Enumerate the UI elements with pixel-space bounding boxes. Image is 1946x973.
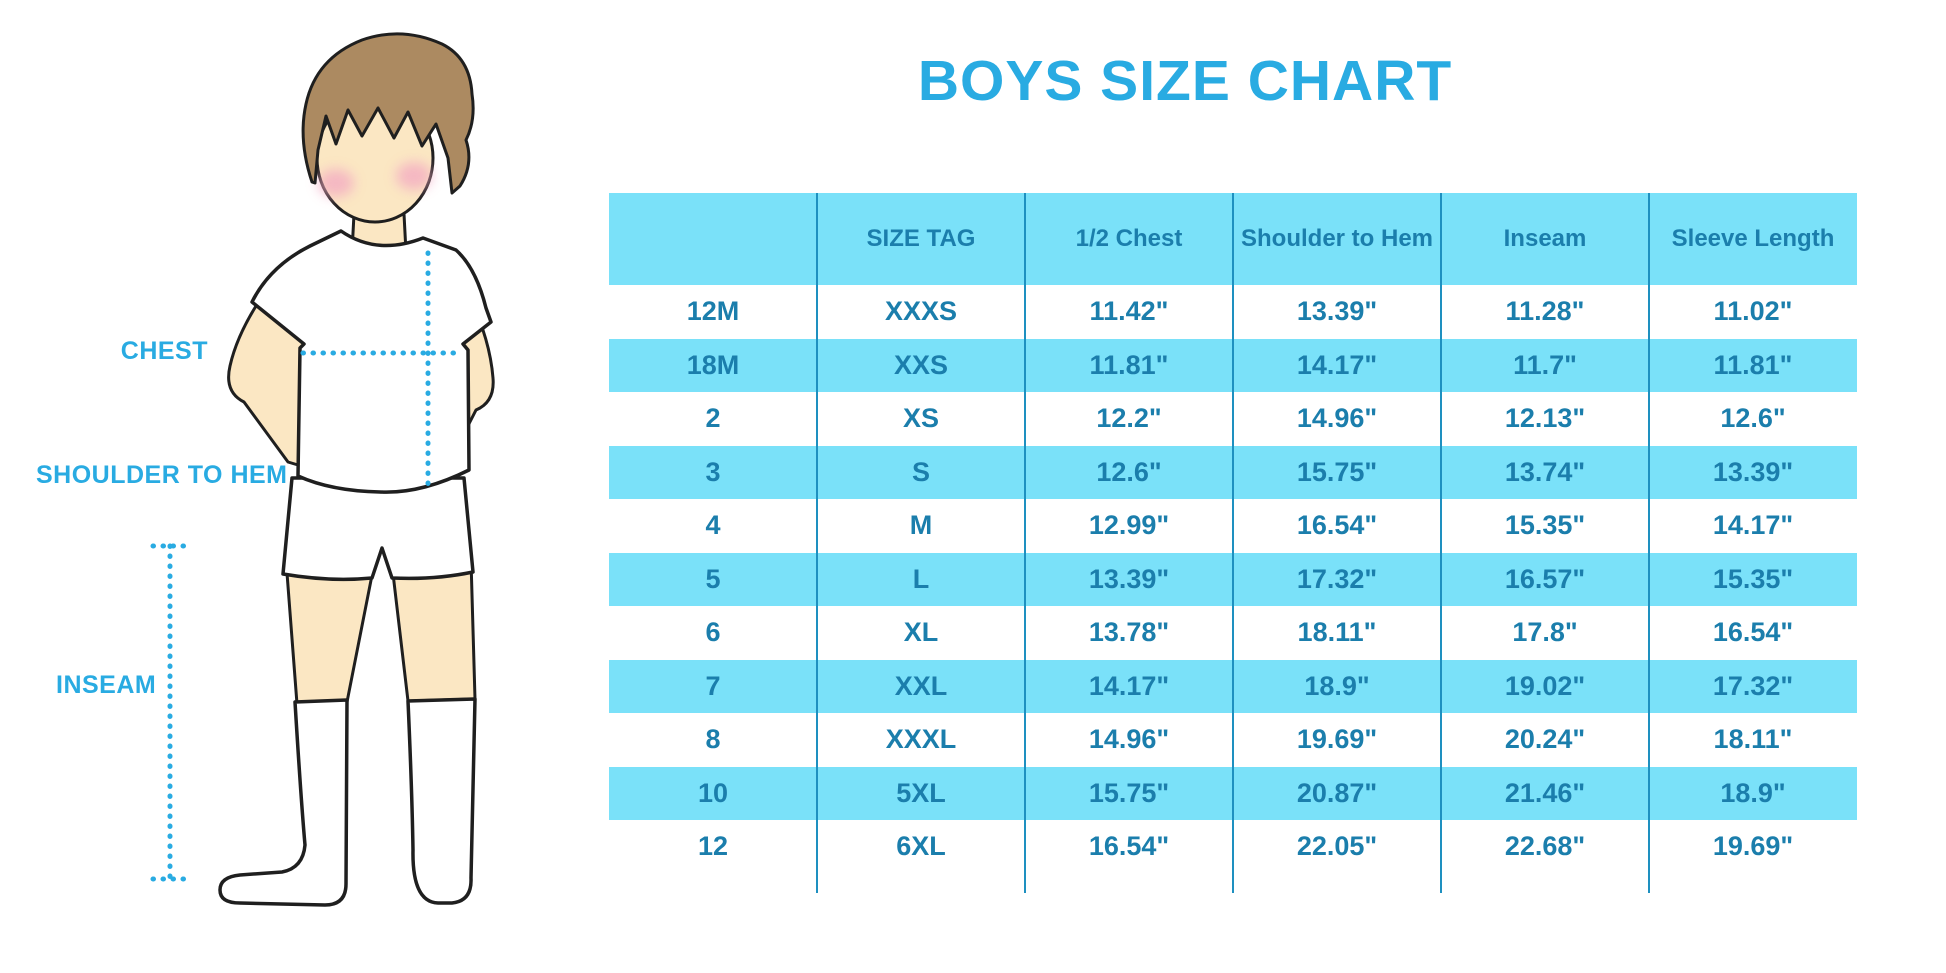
boy-sock-right: [406, 697, 477, 905]
sleeve-length-cell: 19.69": [1712, 831, 1794, 862]
shoulder-to-hem-cell: 20.87": [1296, 777, 1378, 808]
column-header-sleeve-length: Sleeve Length: [1671, 225, 1835, 253]
boy-leg-right: [390, 558, 477, 703]
sleeve-length-cell: 13.39": [1712, 456, 1794, 487]
sleeve-length-cell: 18.9": [1720, 777, 1786, 808]
boy-sock-left: [218, 698, 349, 907]
half-chest-cell: 11.81": [1089, 349, 1169, 380]
sleeve-length-cell: 12.6": [1720, 403, 1786, 434]
half-chest-cell: 16.54": [1088, 831, 1170, 862]
column-header-blank: [609, 193, 817, 285]
size-tag-cell: M: [909, 510, 933, 541]
size-cell: 12M: [686, 296, 740, 327]
size-cell: 4: [705, 510, 721, 541]
inseam-cell: 11.28": [1505, 296, 1585, 327]
size-cell: 18M: [686, 349, 740, 380]
column-header-half-chest: 1/2 Chest: [1075, 225, 1183, 253]
column-separator: [1440, 193, 1442, 893]
size-tag-cell: 5XL: [896, 777, 946, 808]
shoulder-to-hem-cell: 14.17": [1296, 349, 1378, 380]
column-header-shoulder-to-hem: Shoulder to Hem: [1241, 225, 1434, 253]
sleeve-length-cell: 15.35": [1712, 563, 1794, 594]
inseam-label: INSEAM: [56, 671, 157, 699]
shoulder-to-hem-cell: 16.54": [1296, 510, 1378, 541]
inseam-cell: 16.57": [1504, 563, 1586, 594]
size-tag-cell: XL: [903, 617, 939, 648]
column-separator: [1648, 193, 1650, 893]
shoulder-to-hem-cell: 19.69": [1296, 724, 1378, 755]
sleeve-length-cell: 11.81": [1713, 349, 1793, 380]
sleeve-length-cell: 17.32": [1712, 670, 1794, 701]
shoulder-to-hem-cell: 22.05": [1296, 831, 1378, 862]
size-tag-cell: XXXS: [884, 296, 958, 327]
size-cell: 12: [697, 831, 729, 862]
sleeve-length-cell: 14.17": [1712, 510, 1794, 541]
boy-cheek-right: [396, 162, 432, 190]
half-chest-cell: 13.39": [1088, 563, 1170, 594]
inseam-cell: 19.02": [1504, 670, 1586, 701]
boy-cheek-left: [318, 169, 354, 197]
shoulder-to-hem-cell: 13.39": [1296, 296, 1378, 327]
size-tag-cell: XXXL: [885, 724, 957, 755]
inseam-cell: 15.35": [1504, 510, 1586, 541]
column-header-inseam: Inseam: [1503, 225, 1587, 253]
shoulder-to-hem-cell: 17.32": [1296, 563, 1378, 594]
size-cell: 3: [705, 456, 721, 487]
size-tag-cell: S: [911, 456, 930, 487]
shoulder-to-hem-cell: 18.11": [1297, 617, 1377, 648]
size-cell: 5: [705, 563, 721, 594]
half-chest-cell: 12.2": [1096, 403, 1162, 434]
size-tag-cell: XXS: [893, 349, 949, 380]
size-cell: 8: [705, 724, 721, 755]
inseam-cell: 12.13": [1504, 403, 1586, 434]
size-cell: 7: [705, 670, 721, 701]
column-separator: [816, 193, 818, 893]
size-tag-cell: L: [912, 563, 930, 594]
inseam-cell: 13.74": [1504, 456, 1586, 487]
shoulder-to-hem-cell: 15.75": [1296, 456, 1378, 487]
half-chest-cell: 11.42": [1089, 296, 1169, 327]
sleeve-length-cell: 11.02": [1713, 296, 1793, 327]
column-header-size-tag: SIZE TAG: [866, 225, 976, 253]
shoulder-to-hem-cell: 14.96": [1296, 403, 1378, 434]
size-tag-cell: 6XL: [896, 831, 946, 862]
inseam-cell: 17.8": [1512, 617, 1578, 648]
boy-hair: [301, 32, 475, 195]
half-chest-cell: 14.17": [1088, 670, 1170, 701]
size-cell: 6: [705, 617, 721, 648]
half-chest-cell: 14.96": [1088, 724, 1170, 755]
boy-illustration: CHEST SHOULDER TO HEM INSEAM: [0, 0, 540, 973]
shoulder-to-hem-label: SHOULDER TO HEM: [36, 461, 288, 489]
inseam-cell: 11.7": [1513, 349, 1577, 380]
sleeve-length-cell: 18.11": [1713, 724, 1793, 755]
shoulder-to-hem-cell: 18.9": [1304, 670, 1370, 701]
size-cell: 2: [705, 403, 721, 434]
chest-label: CHEST: [120, 337, 208, 365]
inseam-cell: 21.46": [1504, 777, 1586, 808]
boy-leg-left: [284, 558, 376, 706]
half-chest-cell: 12.99": [1088, 510, 1170, 541]
half-chest-cell: 13.78": [1088, 617, 1170, 648]
size-table: SIZE TAG 1/2 Chest Shoulder to Hem Insea…: [609, 193, 1857, 893]
size-tag-cell: XS: [902, 403, 940, 434]
half-chest-cell: 12.6": [1096, 456, 1162, 487]
boy-figure-drawing: [150, 32, 495, 907]
boy-shirt: [250, 229, 493, 494]
column-separator: [1232, 193, 1234, 893]
column-separator: [1024, 193, 1026, 893]
inseam-cell: 22.68": [1504, 831, 1586, 862]
size-tag-cell: XXL: [894, 670, 948, 701]
inseam-cell: 20.24": [1504, 724, 1586, 755]
boy-shorts: [281, 476, 475, 582]
page-title: BOYS SIZE CHART: [917, 49, 1453, 113]
sleeve-length-cell: 16.54": [1712, 617, 1794, 648]
size-cell: 10: [697, 777, 729, 808]
half-chest-cell: 15.75": [1088, 777, 1170, 808]
